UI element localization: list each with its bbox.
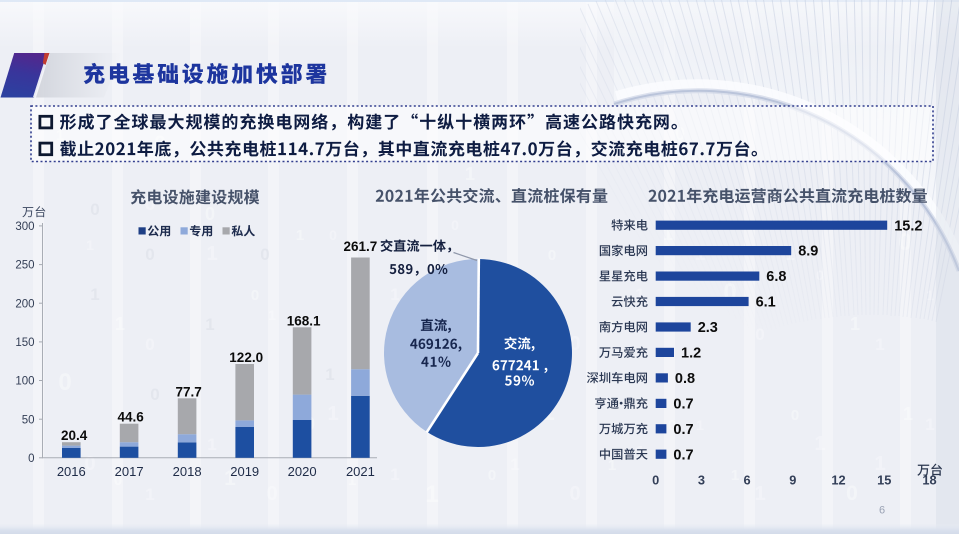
svg-text:0: 0	[28, 453, 34, 465]
svg-text:2.3: 2.3	[698, 320, 718, 336]
svg-text:0: 0	[898, 229, 911, 256]
svg-text:1: 1	[90, 285, 99, 304]
svg-text:50: 50	[22, 414, 35, 426]
svg-text:1: 1	[390, 285, 399, 304]
svg-text:168.1: 168.1	[287, 313, 321, 328]
svg-text:0.7: 0.7	[673, 447, 693, 463]
svg-text:1: 1	[608, 457, 616, 474]
svg-text:1: 1	[206, 243, 217, 265]
svg-text:150: 150	[15, 337, 34, 349]
svg-text:0: 0	[569, 333, 580, 355]
svg-text:1: 1	[327, 403, 338, 425]
svg-text:1.2: 1.2	[681, 346, 701, 362]
svg-text:261.7: 261.7	[344, 239, 378, 254]
svg-text:2018: 2018	[173, 464, 202, 479]
svg-text:1: 1	[115, 314, 125, 334]
svg-text:300: 300	[15, 221, 34, 233]
svg-text:0: 0	[58, 369, 71, 396]
svg-text:1: 1	[465, 164, 475, 184]
svg-text:1: 1	[875, 335, 884, 354]
svg-text:2016: 2016	[57, 464, 86, 479]
svg-text:0: 0	[846, 482, 858, 505]
svg-text:3: 3	[698, 473, 705, 488]
svg-text:1: 1	[325, 365, 334, 384]
svg-text:100: 100	[15, 376, 34, 388]
svg-text:1: 1	[296, 227, 304, 244]
svg-text:1: 1	[850, 314, 860, 334]
svg-text:1: 1	[145, 485, 154, 504]
svg-text:0: 0	[90, 200, 99, 219]
svg-text:0: 0	[251, 287, 259, 304]
svg-text:1: 1	[635, 285, 644, 304]
svg-text:9: 9	[789, 473, 796, 488]
svg-text:6.8: 6.8	[766, 269, 786, 285]
svg-text:1: 1	[86, 237, 94, 253]
svg-text:0: 0	[668, 417, 676, 434]
svg-text:12: 12	[831, 473, 845, 488]
svg-text:0: 0	[451, 217, 459, 233]
svg-text:0: 0	[606, 317, 614, 334]
svg-text:0: 0	[84, 453, 95, 475]
svg-text:44.6: 44.6	[117, 410, 144, 425]
svg-text:1: 1	[874, 453, 885, 475]
svg-text:0: 0	[755, 325, 764, 344]
svg-text:0: 0	[569, 483, 580, 505]
svg-text:6: 6	[744, 473, 751, 488]
svg-text:2019: 2019	[230, 464, 259, 479]
svg-text:1: 1	[925, 415, 934, 434]
svg-text:0: 0	[266, 483, 277, 505]
svg-text:18: 18	[922, 473, 936, 488]
svg-text:0: 0	[816, 267, 824, 283]
svg-text:1: 1	[390, 465, 399, 484]
svg-text:1: 1	[903, 404, 913, 424]
svg-text:1: 1	[425, 481, 438, 508]
svg-text:1: 1	[696, 417, 704, 433]
svg-text:2021: 2021	[346, 464, 375, 479]
svg-text:1: 1	[754, 483, 765, 505]
svg-text:1: 1	[268, 307, 276, 323]
svg-text:0: 0	[145, 245, 154, 264]
svg-text:1: 1	[510, 455, 519, 474]
svg-text:0.7: 0.7	[673, 397, 693, 413]
svg-text:1: 1	[348, 472, 356, 489]
svg-text:0.7: 0.7	[673, 422, 693, 438]
svg-text:1: 1	[207, 435, 216, 454]
svg-text:20.4: 20.4	[61, 428, 88, 443]
svg-text:1: 1	[663, 224, 673, 244]
svg-text:1: 1	[814, 433, 825, 455]
svg-text:8.9: 8.9	[798, 244, 818, 260]
svg-text:1: 1	[731, 467, 739, 484]
svg-text:1: 1	[926, 287, 934, 303]
svg-text:0: 0	[205, 204, 215, 224]
svg-text:6.1: 6.1	[756, 295, 776, 311]
svg-text:0.8: 0.8	[675, 371, 695, 387]
svg-text:0: 0	[144, 193, 155, 215]
svg-text:15: 15	[877, 473, 891, 488]
svg-text:200: 200	[15, 298, 34, 310]
svg-text:6: 6	[879, 505, 885, 517]
svg-text:0: 0	[652, 473, 659, 488]
svg-text:0: 0	[114, 472, 122, 489]
svg-text:0: 0	[150, 385, 159, 404]
svg-text:0: 0	[791, 407, 799, 424]
svg-text:0: 0	[548, 247, 556, 264]
svg-text:0: 0	[145, 335, 154, 354]
svg-text:2020: 2020	[288, 464, 317, 479]
svg-text:0: 0	[329, 227, 337, 243]
svg-text:0: 0	[488, 467, 496, 484]
svg-text:0: 0	[260, 245, 269, 264]
svg-text:2017: 2017	[115, 464, 144, 479]
svg-text:77.7: 77.7	[175, 384, 201, 399]
svg-text:122.0: 122.0	[229, 350, 263, 365]
svg-text:250: 250	[15, 260, 34, 272]
svg-text:1: 1	[205, 315, 214, 334]
svg-text:1: 1	[224, 467, 236, 490]
svg-text:15.2: 15.2	[894, 218, 922, 234]
